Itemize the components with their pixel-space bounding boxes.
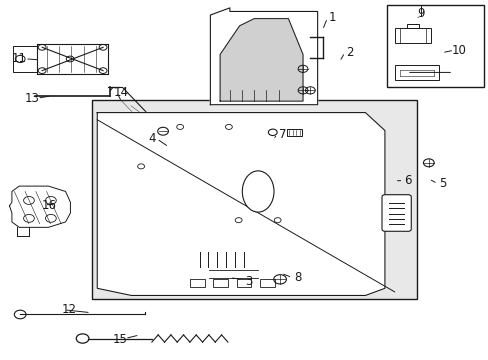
- Text: 2: 2: [346, 46, 353, 59]
- Text: 8: 8: [294, 271, 301, 284]
- Bar: [236, 279, 251, 287]
- Text: 3: 3: [244, 275, 252, 288]
- Text: 1: 1: [328, 12, 335, 24]
- Text: 10: 10: [451, 44, 466, 57]
- Text: 9: 9: [416, 7, 424, 20]
- Bar: [260, 279, 274, 287]
- Text: 13: 13: [25, 92, 40, 105]
- Bar: [394, 28, 430, 43]
- FancyBboxPatch shape: [381, 195, 410, 231]
- Bar: [189, 279, 204, 287]
- Bar: [287, 130, 302, 136]
- Bar: [406, 24, 418, 28]
- Text: 6: 6: [404, 174, 411, 187]
- Text: 4: 4: [148, 132, 155, 145]
- Text: 12: 12: [61, 303, 76, 316]
- Bar: [213, 279, 227, 287]
- Text: 7: 7: [278, 128, 285, 141]
- Bar: [394, 65, 438, 80]
- Bar: [13, 45, 37, 72]
- Polygon shape: [220, 19, 303, 101]
- Polygon shape: [9, 186, 70, 227]
- Ellipse shape: [242, 171, 273, 212]
- Bar: [386, 5, 484, 87]
- Text: 15: 15: [113, 333, 127, 346]
- Polygon shape: [210, 8, 317, 105]
- Polygon shape: [97, 113, 384, 296]
- Text: 5: 5: [438, 177, 446, 190]
- Text: 11: 11: [12, 52, 27, 65]
- Text: 14: 14: [114, 86, 129, 99]
- Text: 16: 16: [42, 199, 57, 212]
- Bar: [92, 100, 416, 299]
